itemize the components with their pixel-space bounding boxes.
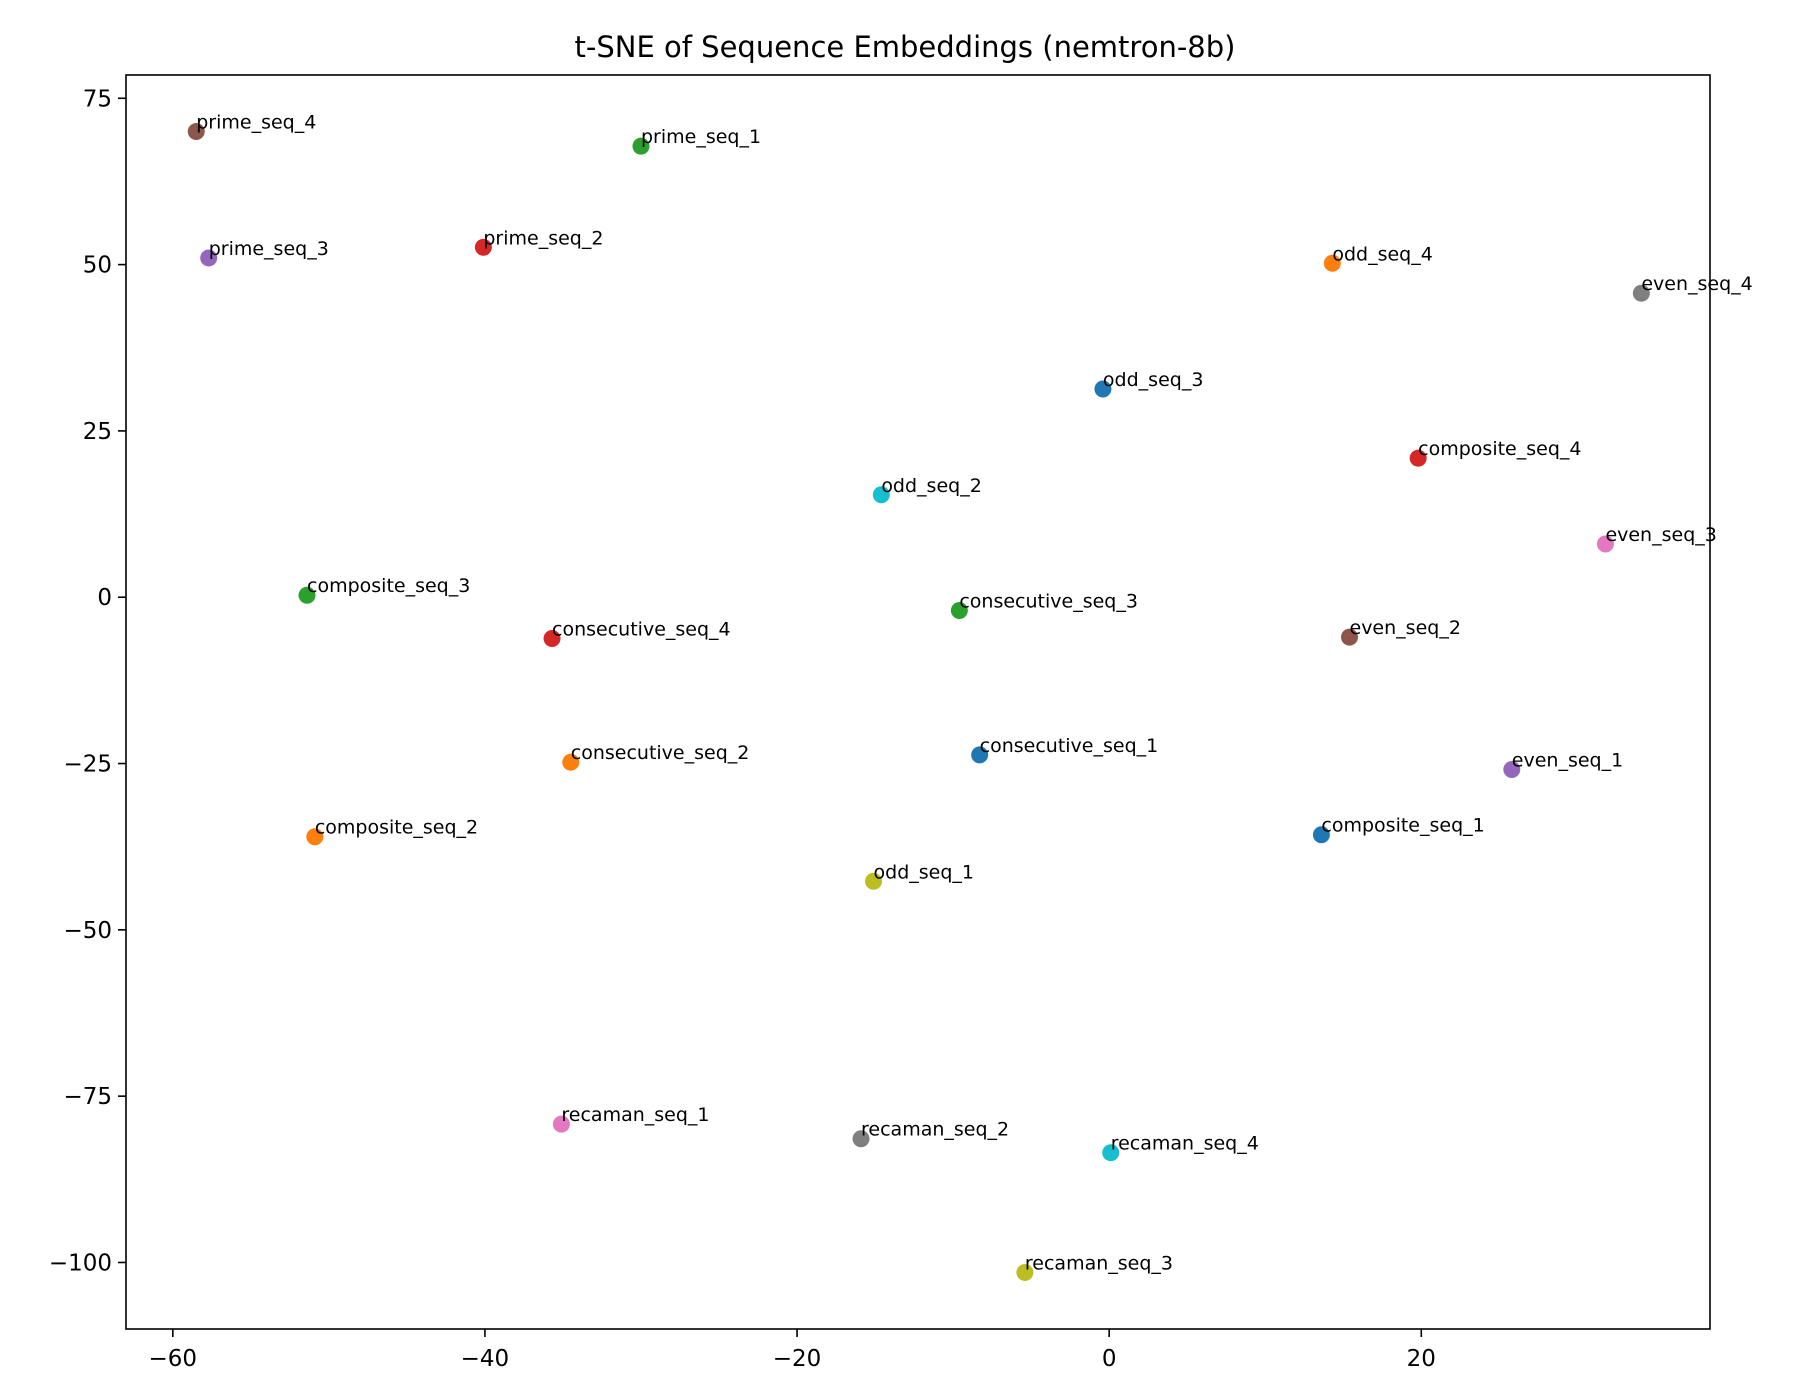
- data-point-even_seq_2: [1341, 628, 1359, 646]
- data-point-odd_seq_4: [1323, 254, 1341, 272]
- data-label-consecutive_seq_1: consecutive_seq_1: [980, 735, 1159, 757]
- data-point-recaman_seq_4: [1102, 1144, 1120, 1162]
- data-point-consecutive_seq_3: [950, 602, 968, 620]
- data-point-prime_seq_3: [200, 249, 218, 267]
- data-point-composite_seq_3: [298, 586, 316, 604]
- data-label-odd_seq_2: odd_seq_2: [881, 475, 981, 497]
- data-label-recaman_seq_4: recaman_seq_4: [1111, 1133, 1259, 1155]
- x-tick-label: −60: [149, 1346, 198, 1372]
- data-label-even_seq_1: even_seq_1: [1512, 750, 1623, 772]
- y-tick-label: 50: [83, 253, 112, 279]
- data-label-prime_seq_1: prime_seq_1: [641, 126, 761, 148]
- data-label-prime_seq_2: prime_seq_2: [483, 227, 603, 249]
- data-label-prime_seq_4: prime_seq_4: [196, 112, 316, 134]
- data-label-recaman_seq_2: recaman_seq_2: [861, 1119, 1009, 1141]
- data-point-composite_seq_1: [1312, 826, 1330, 844]
- data-label-consecutive_seq_2: consecutive_seq_2: [571, 742, 750, 764]
- data-label-consecutive_seq_4: consecutive_seq_4: [552, 618, 731, 640]
- plot-area-frame: [125, 74, 1711, 1330]
- data-point-odd_seq_2: [872, 486, 890, 504]
- data-label-odd_seq_3: odd_seq_3: [1103, 369, 1203, 391]
- data-label-recaman_seq_3: recaman_seq_3: [1025, 1252, 1173, 1274]
- data-point-labels: prime_seq_4 prime_seq_1 prime_seq_3 prime_s…: [196, 112, 1753, 1275]
- y-tick-label: −25: [63, 752, 112, 778]
- y-tick-label: −50: [63, 918, 112, 944]
- data-point-prime_seq_4: [187, 123, 205, 141]
- data-points: [187, 123, 1650, 1281]
- data-point-composite_seq_2: [306, 828, 324, 846]
- data-label-odd_seq_1: odd_seq_1: [874, 861, 974, 883]
- y-tick-label: 75: [83, 86, 112, 112]
- data-point-odd_seq_3: [1094, 380, 1112, 398]
- data-label-even_seq_4: even_seq_4: [1641, 273, 1752, 295]
- data-point-even_seq_1: [1503, 761, 1521, 779]
- data-point-consecutive_seq_2: [562, 753, 580, 771]
- data-point-even_seq_4: [1632, 284, 1650, 302]
- data-point-odd_seq_1: [865, 872, 883, 890]
- data-label-recaman_seq_1: recaman_seq_1: [561, 1104, 709, 1126]
- data-point-recaman_seq_3: [1016, 1263, 1034, 1281]
- data-point-consecutive_seq_1: [971, 746, 989, 764]
- data-point-recaman_seq_2: [852, 1130, 870, 1148]
- y-tick-label: −100: [49, 1250, 112, 1276]
- data-label-composite_seq_1: composite_seq_1: [1321, 815, 1484, 837]
- data-label-prime_seq_3: prime_seq_3: [209, 238, 329, 260]
- data-label-composite_seq_3: composite_seq_3: [307, 575, 470, 597]
- data-label-even_seq_3: even_seq_3: [1605, 524, 1716, 546]
- x-tick-label: 0: [1102, 1346, 1117, 1372]
- data-label-composite_seq_4: composite_seq_4: [1418, 438, 1581, 460]
- data-label-even_seq_2: even_seq_2: [1350, 617, 1461, 639]
- data-point-composite_seq_4: [1409, 449, 1427, 467]
- data-point-prime_seq_2: [474, 238, 492, 256]
- x-tick-label: −20: [773, 1346, 822, 1372]
- data-point-even_seq_3: [1596, 535, 1614, 553]
- chart-title: t-SNE of Sequence Embeddings (nemtron-8b…: [575, 30, 1236, 64]
- x-tick-label: 20: [1407, 1346, 1436, 1372]
- data-label-composite_seq_2: composite_seq_2: [315, 817, 478, 839]
- y-tick-label: 25: [83, 419, 112, 445]
- data-point-consecutive_seq_4: [543, 629, 561, 647]
- y-tick-label: 0: [97, 585, 112, 611]
- data-point-prime_seq_1: [632, 137, 650, 155]
- y-tick-label: −75: [63, 1084, 112, 1110]
- x-tick-label: −40: [461, 1346, 510, 1372]
- data-point-recaman_seq_1: [552, 1115, 570, 1133]
- axis-ticks: −60 −40 −20 0 20 75 50 25 0 −25 −50 −75 −100: [49, 86, 1436, 1372]
- data-label-consecutive_seq_3: consecutive_seq_3: [959, 591, 1138, 613]
- data-label-odd_seq_4: odd_seq_4: [1332, 243, 1432, 265]
